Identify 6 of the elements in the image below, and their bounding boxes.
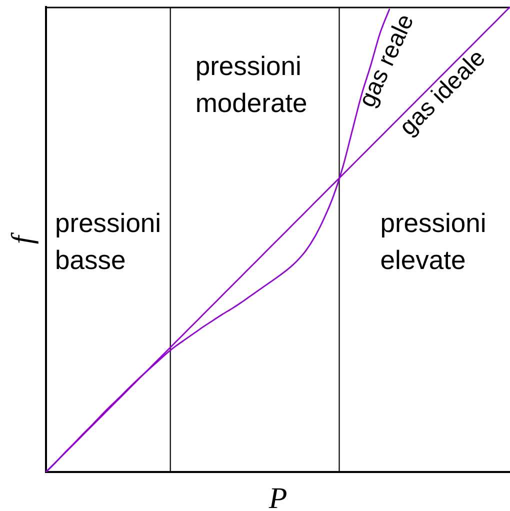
annotation: pressioni basse bbox=[55, 206, 162, 276]
y-axis-title: f bbox=[6, 235, 40, 244]
text: gas reale bbox=[353, 10, 419, 112]
annotation: pressioni moderate bbox=[195, 50, 308, 120]
annotation: pressioni elevate bbox=[380, 206, 488, 276]
x-axis-title: P bbox=[268, 482, 288, 511]
